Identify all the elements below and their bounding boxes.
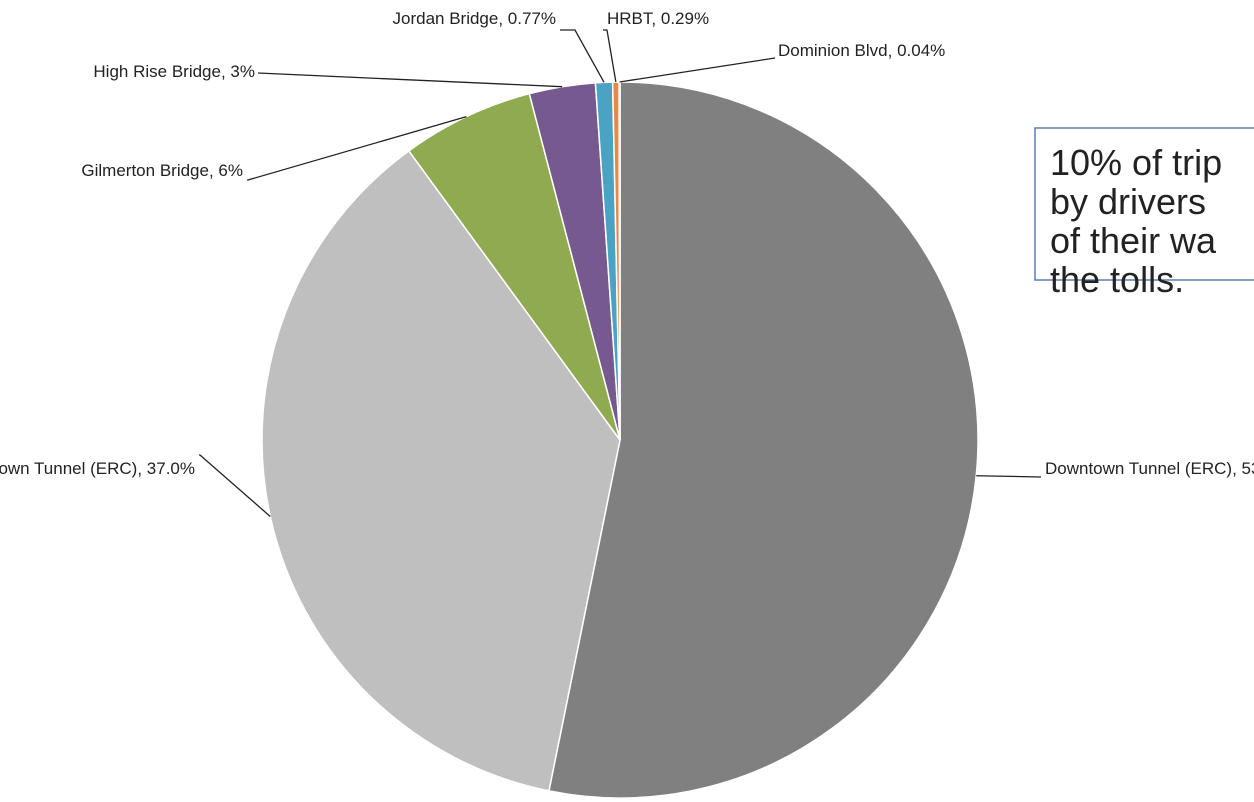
annotation-line: 10% of trip bbox=[1050, 142, 1222, 183]
pie-slice bbox=[618, 81, 621, 441]
annotation-line: of their wa bbox=[1050, 220, 1217, 261]
pie-slice bbox=[548, 81, 979, 799]
data-label: Jordan Bridge, 0.77% bbox=[393, 9, 557, 28]
leader-line bbox=[603, 29, 617, 83]
annotation-line: the tolls. bbox=[1050, 259, 1184, 300]
label-value: 0.77% bbox=[508, 9, 556, 28]
label-value: 6% bbox=[218, 161, 243, 180]
label-category: High Rise Bridge bbox=[93, 62, 221, 81]
leader-line bbox=[247, 116, 467, 181]
data-label: Gilmerton Bridge, 6% bbox=[81, 161, 243, 180]
pie-slice bbox=[407, 92, 621, 441]
leader-line bbox=[257, 72, 563, 88]
data-label: Downtown Tunnel (ERC), 53.5% bbox=[1045, 459, 1254, 478]
label-category: Midtown Tunnel (ERC) bbox=[0, 459, 137, 478]
leader-line bbox=[619, 57, 776, 83]
label-value: 3% bbox=[230, 62, 255, 81]
data-label: High Rise Bridge, 3% bbox=[93, 62, 255, 81]
label-value: 0.29% bbox=[661, 9, 709, 28]
label-category: Gilmerton Bridge bbox=[81, 161, 209, 180]
annotation-box bbox=[1034, 127, 1254, 281]
annotation-line: by drivers bbox=[1050, 181, 1206, 222]
data-label: Dominion Blvd, 0.04% bbox=[778, 41, 945, 60]
label-category: Dominion Blvd bbox=[778, 41, 888, 60]
data-label: HRBT, 0.29% bbox=[607, 9, 709, 28]
leader-line bbox=[976, 475, 1041, 478]
label-category: Downtown Tunnel (ERC) bbox=[1045, 459, 1232, 478]
label-value: 53.5% bbox=[1242, 459, 1254, 478]
label-category: Jordan Bridge bbox=[393, 9, 499, 28]
leader-line bbox=[199, 454, 271, 518]
label-category: HRBT bbox=[607, 9, 653, 28]
label-value: 37.0% bbox=[147, 459, 195, 478]
label-value: 0.04% bbox=[897, 41, 945, 60]
data-label: Midtown Tunnel (ERC), 37.0% bbox=[0, 459, 195, 478]
pie-slice bbox=[261, 149, 621, 792]
leader-line bbox=[560, 29, 605, 83]
